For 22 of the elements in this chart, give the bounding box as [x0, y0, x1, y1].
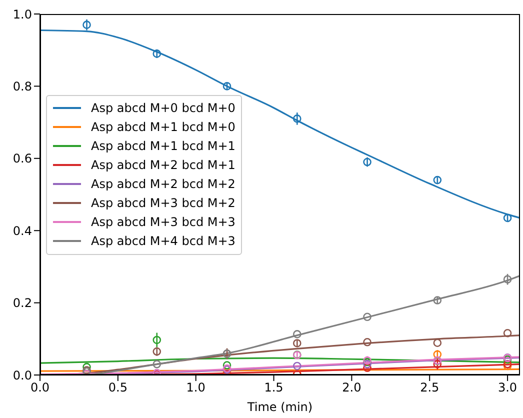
y-tick-label: 0.2 [12, 296, 32, 310]
legend-label: Asp abcd M+3 bcd M+2 [91, 196, 236, 210]
y-tick-label: 0.8 [12, 79, 32, 94]
legend-label: Asp abcd M+4 bcd M+3 [91, 234, 236, 248]
legend-label: Asp abcd M+2 bcd M+2 [91, 177, 236, 191]
x-tick-label: 1.0 [186, 380, 206, 395]
y-tick-label: 1.0 [12, 7, 32, 22]
x-tick-label: 3.0 [498, 380, 518, 395]
legend-label: Asp abcd M+1 bcd M+1 [91, 139, 236, 153]
x-tick-label: 0.0 [30, 380, 50, 395]
legend-label: Asp abcd M+1 bcd M+0 [91, 120, 236, 134]
x-tick-label: 1.5 [264, 380, 284, 395]
y-tick-label: 0.6 [12, 152, 32, 166]
x-tick-label: 0.5 [108, 380, 128, 395]
y-tick-label: 0.4 [12, 224, 32, 238]
x-axis-title: Time (min) [246, 400, 313, 414]
legend-label: Asp abcd M+2 bcd M+1 [91, 158, 236, 172]
y-tick-label: 0.0 [12, 368, 32, 382]
x-tick-label: 2.5 [420, 380, 440, 395]
x-tick-label: 2.0 [342, 380, 362, 395]
legend-label: Asp abcd M+0 bcd M+0 [91, 101, 236, 115]
legend-label: Asp abcd M+3 bcd M+3 [91, 215, 236, 229]
